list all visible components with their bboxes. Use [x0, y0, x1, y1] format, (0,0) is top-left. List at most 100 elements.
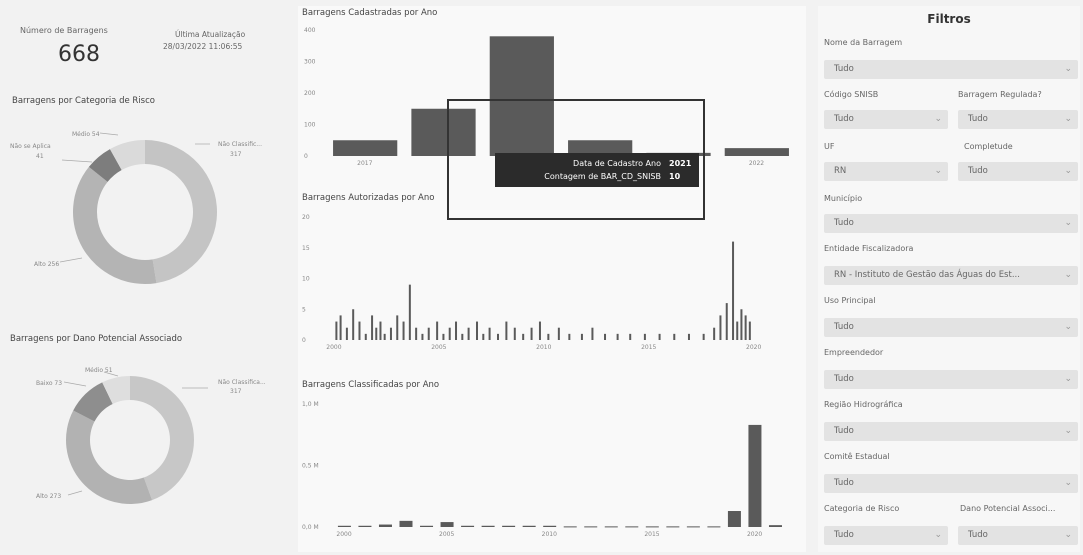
- chart3-bar: [625, 526, 639, 528]
- filter-uso-label: Uso Principal: [824, 296, 876, 305]
- chart2-bar: [383, 333, 386, 340]
- filter-completude-dropdown[interactable]: Tudo ⌄: [958, 162, 1078, 181]
- kpi-value: 668: [58, 42, 100, 67]
- damage-slice-alto: [66, 410, 153, 504]
- filter-dano-label: Dano Potencial Associ...: [960, 504, 1056, 513]
- filter-regiao-dropdown[interactable]: Tudo ⌄: [824, 422, 1078, 441]
- chart3-bar: [461, 525, 475, 527]
- chevron-down-icon: ⌄: [934, 166, 942, 176]
- risk-slice-medio: [109, 140, 145, 171]
- chart2-bar: [505, 321, 508, 340]
- chart3-bar: [358, 525, 372, 527]
- chart2-bar: [375, 327, 378, 340]
- filter-municipio-dropdown[interactable]: Tudo ⌄: [824, 214, 1078, 233]
- update-value: 28/03/2022 11:06:55: [163, 42, 243, 51]
- chart2-ytick: 0: [302, 337, 306, 344]
- chart3-xtick: 2020: [747, 531, 762, 538]
- chart2-bar: [436, 321, 439, 340]
- chevron-down-icon: ⌄: [934, 114, 942, 124]
- chevron-down-icon: ⌄: [1064, 426, 1072, 436]
- damage-label-alto: Alto 273: [36, 493, 61, 500]
- chart1-ytick: 300: [304, 59, 316, 66]
- chart3-bar: [748, 424, 762, 527]
- risk-label-nao-se-aplica: Não se Aplica: [10, 143, 51, 150]
- chart2-bar: [687, 333, 690, 340]
- chart2-bar: [616, 333, 619, 340]
- chart2-bar: [448, 327, 451, 340]
- filters-panel: Filtros Nome da Barragem Tudo ⌄ Código SN…: [818, 6, 1080, 552]
- chart3-classified-by-year[interactable]: 1,0 M 0,5 M 0,0 M 2000 2005 2010 2015 2020: [298, 392, 806, 547]
- risk-donut-chart[interactable]: Médio 54 Não se Aplica 41 Não Classific.…: [0, 110, 285, 290]
- damage-donut-chart[interactable]: Médio 51 Baixo 73 Não Classifica... 317 …: [0, 360, 285, 550]
- chart3-bar: [543, 525, 557, 527]
- chart2-xtick: 2015: [641, 344, 656, 351]
- filter-empreendedor-dropdown[interactable]: Tudo ⌄: [824, 370, 1078, 389]
- chart3-bar: [604, 526, 618, 528]
- chart3-bar: [420, 525, 434, 527]
- chevron-down-icon: ⌄: [1064, 322, 1072, 332]
- chevron-down-icon: ⌄: [1064, 478, 1072, 488]
- chart2-bar: [732, 241, 735, 340]
- chart2-bar: [740, 309, 743, 340]
- filter-regulada-dropdown[interactable]: Tudo ⌄: [958, 110, 1078, 129]
- chart3-xtick: 2005: [439, 531, 454, 538]
- chart2-bar: [530, 327, 533, 340]
- update-label: Última Atualização: [175, 30, 246, 39]
- chart2-bar: [719, 315, 722, 340]
- chart3-xtick: 2000: [336, 531, 351, 538]
- chart2-ytick: 5: [302, 306, 306, 313]
- chart1-ytick: 400: [304, 27, 316, 34]
- chart2-bar: [358, 321, 361, 340]
- chart1-title: Barragens Cadastradas por Ano: [302, 8, 438, 18]
- chart1-ytick: 0: [304, 153, 308, 160]
- chart1-bar: [411, 108, 476, 156]
- damage-label-baixo: Baixo 73: [36, 380, 62, 387]
- chart2-bar: [389, 327, 392, 340]
- filter-comite-dropdown[interactable]: Tudo ⌄: [824, 474, 1078, 493]
- chart1-bar: [333, 140, 398, 156]
- filter-codigo-dropdown[interactable]: Tudo ⌄: [824, 110, 948, 129]
- filter-nome-label: Nome da Barragem: [824, 38, 903, 47]
- chart3-bar: [666, 526, 680, 528]
- chart3-bar: [481, 525, 495, 527]
- chart2-bar: [442, 333, 445, 340]
- risk-slice-nao-classificado: [145, 140, 218, 284]
- chart2-bar: [488, 327, 491, 340]
- chart1-registered-by-year[interactable]: 400 300 200 100 0 2017 2022: [298, 18, 806, 168]
- risk-label-nao-classificado-value: 317: [230, 151, 242, 158]
- chart1-bar: [568, 140, 633, 156]
- chart3-xtick: 2010: [542, 531, 557, 538]
- damage-donut-title: Barragens por Dano Potencial Associado: [10, 334, 183, 344]
- chart2-bar: [713, 327, 716, 340]
- chart2-xtick: 2000: [326, 344, 341, 351]
- filter-uso-dropdown[interactable]: Tudo ⌄: [824, 318, 1078, 337]
- damage-slice-medio: [102, 376, 130, 404]
- chart-tooltip: Data de Cadastro Ano 2021 Contagem de BAR…: [495, 153, 700, 187]
- filter-municipio-label: Município: [824, 194, 863, 203]
- filter-uf-dropdown[interactable]: RN ⌄: [824, 162, 948, 181]
- chart2-bar: [496, 333, 499, 340]
- risk-label-nao-classificado: Não Classific...: [218, 141, 262, 148]
- filter-empreendedor-label: Empreendedor: [824, 348, 884, 357]
- chart3-bar: [584, 526, 598, 528]
- chevron-down-icon: ⌄: [1064, 374, 1072, 384]
- filter-categoria-dropdown[interactable]: Tudo ⌄: [824, 526, 948, 545]
- chevron-down-icon: ⌄: [1064, 530, 1072, 540]
- chart3-bar: [707, 526, 721, 528]
- chart2-bar: [371, 315, 374, 340]
- filter-entidade-dropdown[interactable]: RN - Instituto de Gestão das Águas do Es…: [824, 266, 1078, 285]
- chevron-down-icon: ⌄: [1064, 64, 1072, 74]
- risk-slice-alto: [73, 166, 157, 284]
- risk-label-medio: Médio 54: [72, 131, 100, 138]
- chart2-bar: [725, 303, 728, 340]
- filter-regiao-label: Região Hidrográfica: [824, 400, 903, 409]
- chevron-down-icon: ⌄: [934, 530, 942, 540]
- chart2-title: Barragens Autorizadas por Ano: [302, 193, 435, 203]
- filter-nome-dropdown[interactable]: Tudo ⌄: [824, 60, 1078, 79]
- chart2-bar: [335, 321, 338, 340]
- chart2-bar: [557, 327, 560, 340]
- chart3-bar: [378, 524, 392, 527]
- filter-dano-dropdown[interactable]: Tudo ⌄: [958, 526, 1078, 545]
- chart2-bar: [408, 284, 411, 340]
